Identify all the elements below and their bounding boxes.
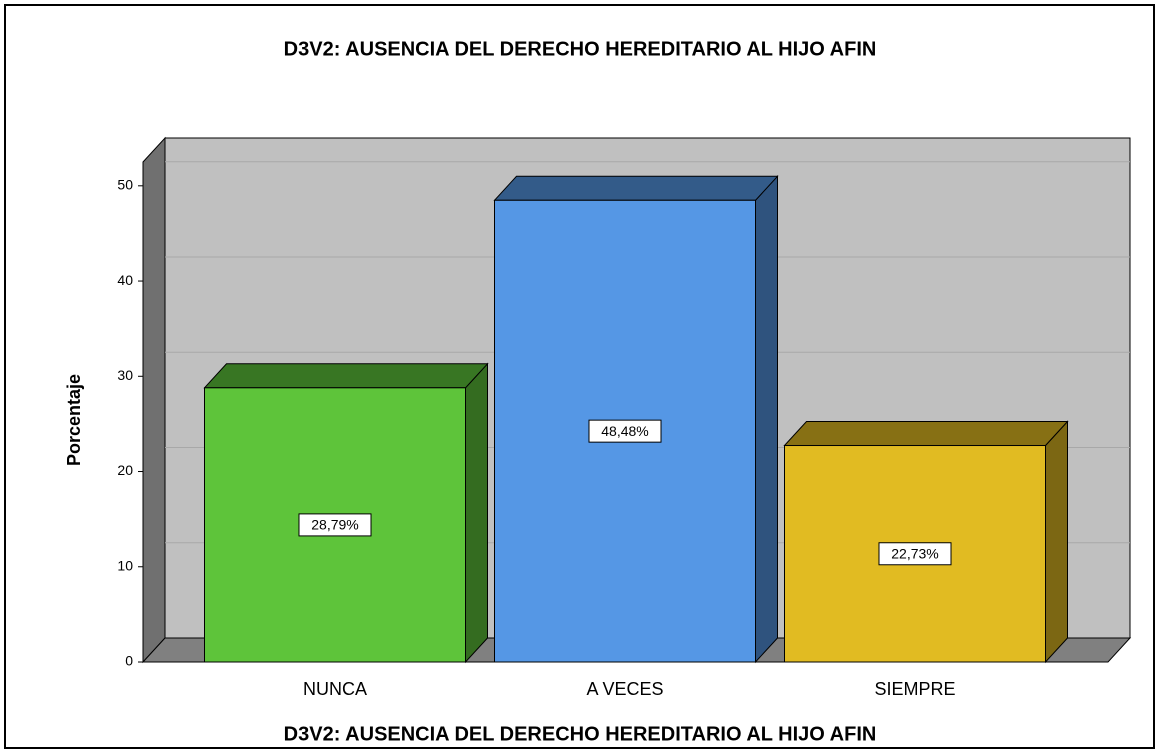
bar-side	[1045, 420, 1068, 664]
y-axis-title: Porcentaje	[64, 374, 84, 466]
y-tick-label: 40	[117, 272, 133, 288]
y-tick-label: 30	[117, 367, 133, 383]
x-tick-label: A VECES	[586, 679, 663, 699]
y-tick-label: 0	[125, 653, 133, 669]
bar	[204, 387, 466, 663]
bar-top	[203, 363, 489, 389]
value-label-box	[298, 513, 372, 537]
y-tick-label: 20	[117, 462, 133, 478]
value-label: 28,79%	[311, 517, 358, 533]
bar-side	[465, 362, 488, 664]
bar-side	[755, 175, 778, 664]
left-wall	[142, 136, 166, 664]
y-tick-label: 50	[117, 177, 133, 193]
bar-top	[493, 175, 779, 201]
chart-title: D3V2: AUSENCIA DEL DERECHO HEREDITARIO A…	[284, 38, 877, 60]
value-label: 22,73%	[891, 545, 938, 561]
x-tick-label: NUNCA	[303, 679, 367, 699]
value-label-box	[588, 419, 662, 443]
y-tick-label: 10	[117, 557, 133, 573]
value-label-box	[878, 542, 952, 566]
bar-top	[783, 421, 1069, 447]
x-axis-title: D3V2: AUSENCIA DEL DERECHO HEREDITARIO A…	[284, 723, 877, 745]
value-label: 48,48%	[601, 423, 648, 439]
x-tick-label: SIEMPRE	[874, 679, 955, 699]
